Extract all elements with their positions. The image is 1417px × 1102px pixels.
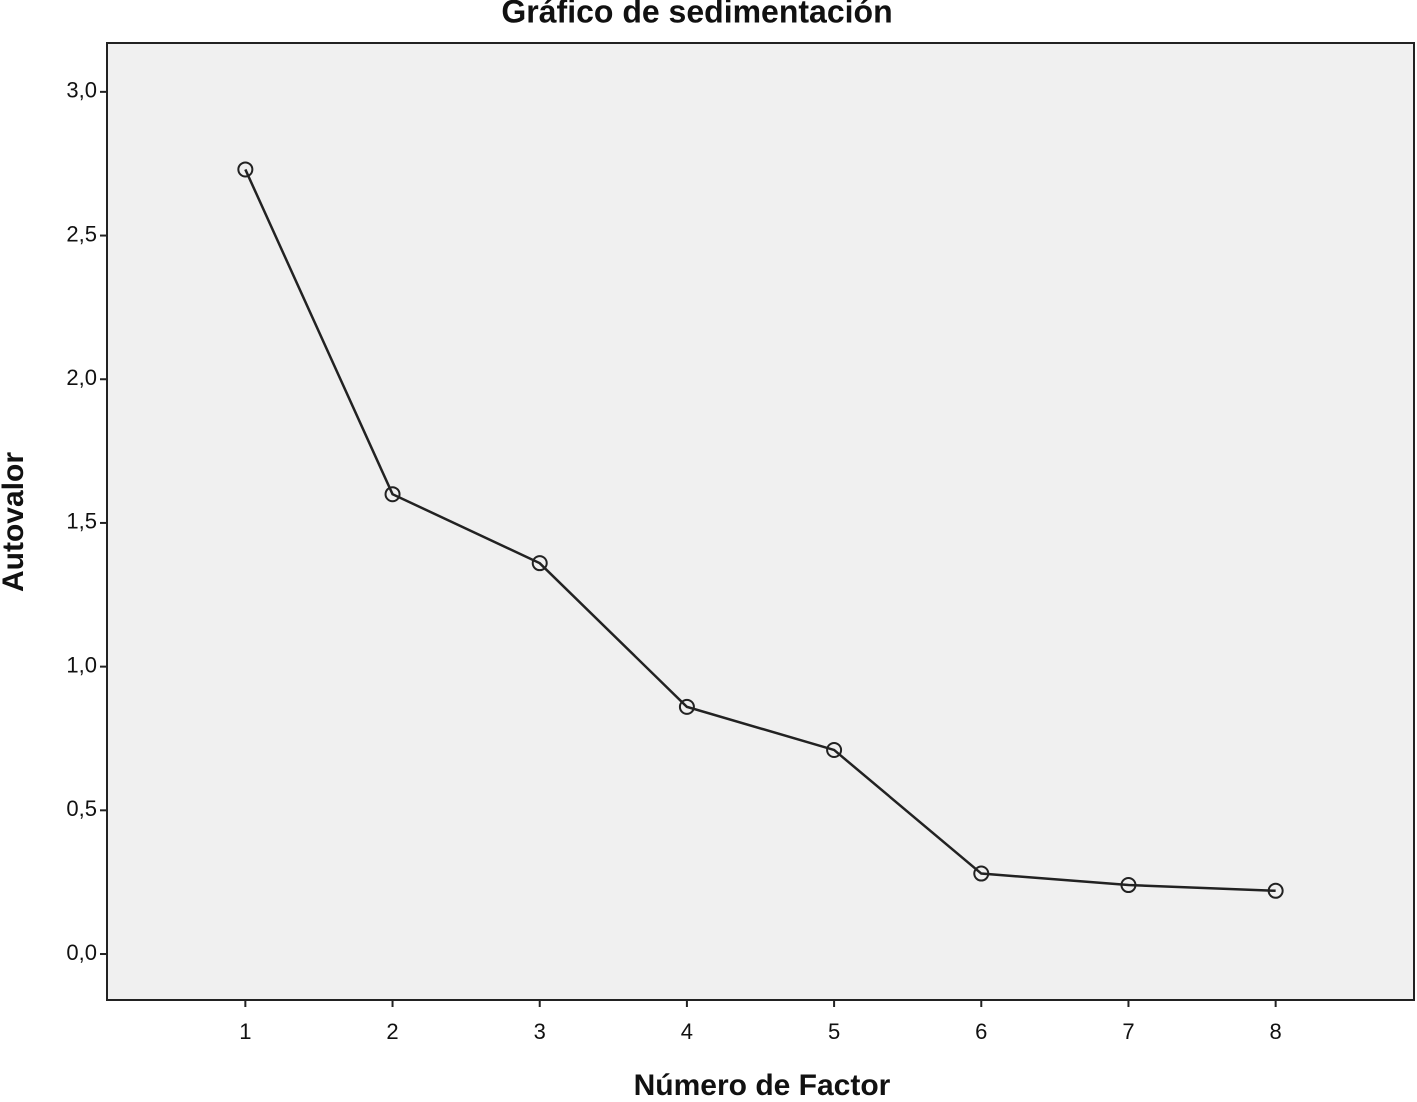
x-axis-title: Número de Factor	[634, 1069, 891, 1102]
x-tick-label: 5	[828, 1019, 840, 1044]
y-tick-label: 3,0	[66, 78, 97, 103]
marker	[237, 161, 254, 178]
x-tick-label: 1	[239, 1019, 251, 1044]
marker	[678, 698, 695, 715]
x-tick-label: 8	[1270, 1019, 1282, 1044]
x-tick-label: 7	[1122, 1019, 1134, 1044]
marker	[1267, 882, 1284, 899]
y-tick-label: 2,5	[66, 221, 97, 246]
line	[244, 168, 1276, 893]
marker	[531, 555, 548, 572]
y-tick-label: 1,0	[66, 652, 97, 677]
y-tick-label: 1,5	[66, 509, 97, 534]
chart-title: Gráfico de sedimentación	[501, 0, 892, 29]
marker	[973, 865, 990, 882]
marker	[1120, 877, 1137, 894]
x-tick-label: 6	[975, 1019, 987, 1044]
y-axis-title: Autovalor	[0, 452, 30, 592]
plot-area	[106, 42, 1415, 1001]
y-tick-label: 0,0	[66, 940, 97, 965]
marker	[384, 486, 401, 503]
y-tick-label: 0,5	[66, 796, 97, 821]
x-tick-label: 2	[386, 1019, 398, 1044]
x-tick-label: 4	[681, 1019, 693, 1044]
marker	[826, 741, 843, 758]
x-tick-label: 3	[534, 1019, 546, 1044]
y-tick-label: 2,0	[66, 365, 97, 390]
